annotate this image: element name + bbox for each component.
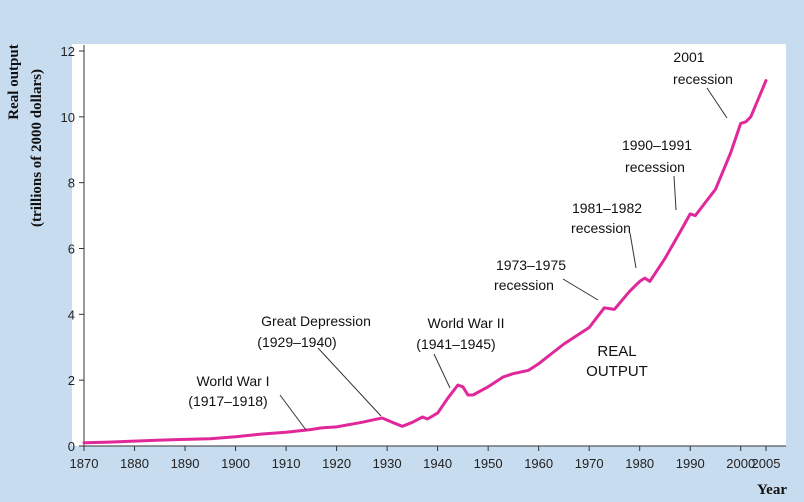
annotation-1990-l2: recession <box>625 159 685 175</box>
annotation-1981-l1: 1981–1982 <box>572 200 642 216</box>
leader-great-depression <box>317 347 382 417</box>
leader-ww2 <box>433 353 451 389</box>
x-tick-label: 1990 <box>676 456 705 471</box>
x-tick-label: 1980 <box>625 456 654 471</box>
series-label-output: OUTPUT <box>586 363 648 380</box>
x-tick-label: 1870 <box>70 456 99 471</box>
annotation-1990-l1: 1990–1991 <box>622 137 692 153</box>
annotation-2001-l2: recession <box>673 71 733 87</box>
y-tick-label: 4 <box>68 307 75 322</box>
y-tick-label: 2 <box>68 373 75 388</box>
x-tick-label: 1940 <box>423 456 452 471</box>
annotation-1981-l2: recession <box>571 220 631 236</box>
y-tick-label: 0 <box>68 439 75 454</box>
y-tick-label: 6 <box>68 242 75 257</box>
leader-ww1 <box>279 394 307 431</box>
x-tick-label: 1880 <box>120 456 149 471</box>
y-tick-label: 8 <box>68 176 75 191</box>
y-tick-label: 12 <box>61 44 75 59</box>
x-axis-title: Year <box>757 482 787 498</box>
x-tick-label: 1930 <box>373 456 402 471</box>
x-tick-label: 1900 <box>221 456 250 471</box>
annotation-leaders <box>279 87 728 431</box>
y-tick-label: 10 <box>61 110 75 125</box>
annotation-great-depression-l1: Great Depression <box>261 313 371 329</box>
annotation-1973-l2: recession <box>494 277 554 293</box>
x-tick-label: 1960 <box>524 456 553 471</box>
leader-2001 <box>706 87 728 119</box>
annotation-great-depression-l2: (1929–1940) <box>257 334 336 350</box>
series-label-real: REAL <box>597 343 636 360</box>
x-tick-label: 1910 <box>272 456 301 471</box>
x-tick-label: 1970 <box>575 456 604 471</box>
y-axis-title-line2: (trillions of 2000 dollars) <box>29 69 45 227</box>
real-output-line <box>82 79 768 445</box>
x-tick-label: 1950 <box>474 456 503 471</box>
annotation-ww2-l1: World War II <box>427 315 504 331</box>
annotation-2001-l1: 2001 <box>673 49 704 65</box>
x-tick-label: 1920 <box>322 456 351 471</box>
leader-1990-1991 <box>673 175 677 211</box>
plot-area <box>72 44 786 446</box>
leader-1981-1982 <box>629 232 637 269</box>
annotation-ww1-l2: (1917–1918) <box>188 393 267 409</box>
leader-1973-1975 <box>562 278 599 301</box>
x-tick-label: 1890 <box>171 456 200 471</box>
x-tick-label: 2005 <box>752 456 781 471</box>
x-tick-label: 2000 <box>726 456 755 471</box>
annotation-ww1-l1: World War I <box>196 373 269 389</box>
annotation-ww2-l2: (1941–1945) <box>416 336 495 352</box>
y-axis-title-line1: Real output <box>6 44 22 119</box>
annotation-1973-l1: 1973–1975 <box>496 257 566 273</box>
